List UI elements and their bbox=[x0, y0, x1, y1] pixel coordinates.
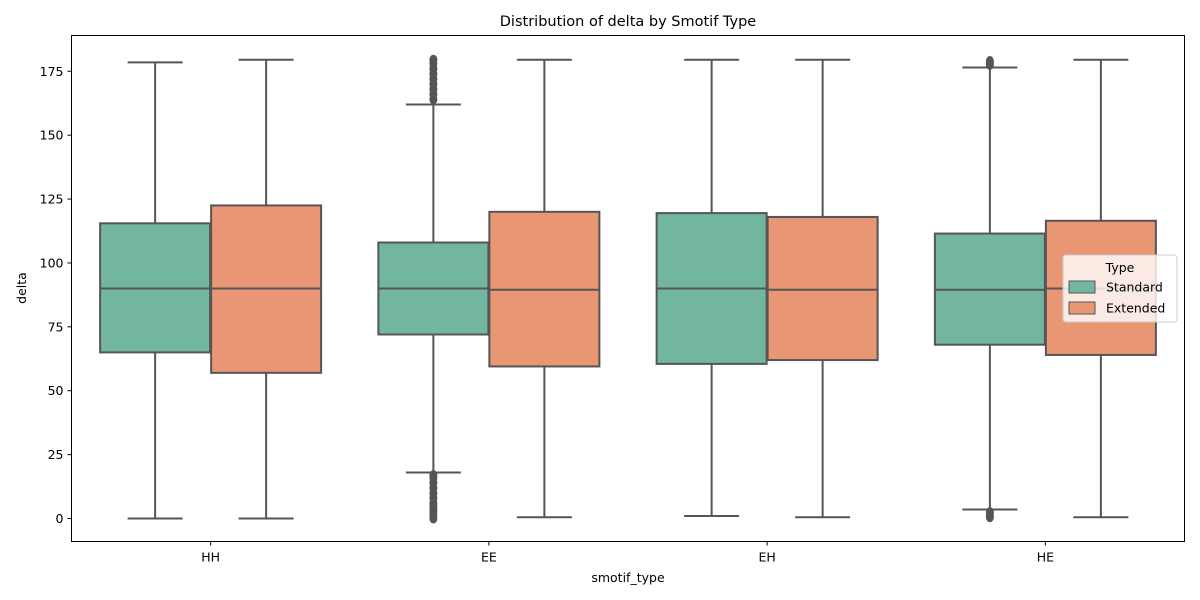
outlier-point bbox=[985, 56, 994, 67]
y-axis-label: delta bbox=[14, 272, 29, 304]
box-eh-extended bbox=[766, 58, 879, 519]
plot-area bbox=[99, 54, 1157, 524]
chart-title: Distribution of delta by Smotif Type bbox=[500, 14, 757, 30]
box-iqr bbox=[766, 215, 879, 362]
y-axis: 0 25 50 75 100 125 150 175 bbox=[40, 64, 72, 526]
y-tick-label: 50 bbox=[48, 383, 64, 398]
legend-label-extended: Extended bbox=[1106, 301, 1165, 316]
y-tick-label: 125 bbox=[40, 192, 64, 207]
box-eh-standard bbox=[655, 58, 768, 517]
outlier-point bbox=[429, 470, 438, 481]
legend-label-standard: Standard bbox=[1106, 280, 1163, 295]
x-axis: HH EE EH HE bbox=[201, 541, 1054, 565]
x-tick-label: EE bbox=[481, 550, 497, 565]
y-tick-label: 75 bbox=[48, 319, 64, 334]
y-tick-label: 100 bbox=[40, 255, 64, 270]
plot-frame bbox=[71, 35, 1185, 542]
box-hh-extended bbox=[210, 58, 323, 520]
y-tick-label: 25 bbox=[48, 447, 64, 462]
y-tick-label: 150 bbox=[40, 128, 64, 143]
box-ee-extended bbox=[488, 58, 601, 519]
box-hh-standard bbox=[99, 61, 212, 520]
x-tick-label: HH bbox=[201, 550, 220, 565]
legend: Type Standard Extended bbox=[1062, 254, 1178, 323]
y-tick-label: 175 bbox=[40, 64, 64, 79]
x-tick-label: EH bbox=[758, 550, 775, 565]
box-ee-standard bbox=[377, 54, 490, 524]
x-tick-label: HE bbox=[1037, 550, 1054, 565]
outlier-point bbox=[429, 54, 438, 65]
outlier-point bbox=[985, 507, 994, 518]
legend-swatch-standard bbox=[1068, 280, 1096, 294]
y-tick-label: 0 bbox=[56, 511, 64, 526]
box-he-standard bbox=[933, 56, 1046, 523]
legend-swatch-extended bbox=[1068, 301, 1096, 315]
legend-title: Type bbox=[1105, 260, 1135, 275]
x-axis-label: smotif_type bbox=[591, 570, 665, 585]
